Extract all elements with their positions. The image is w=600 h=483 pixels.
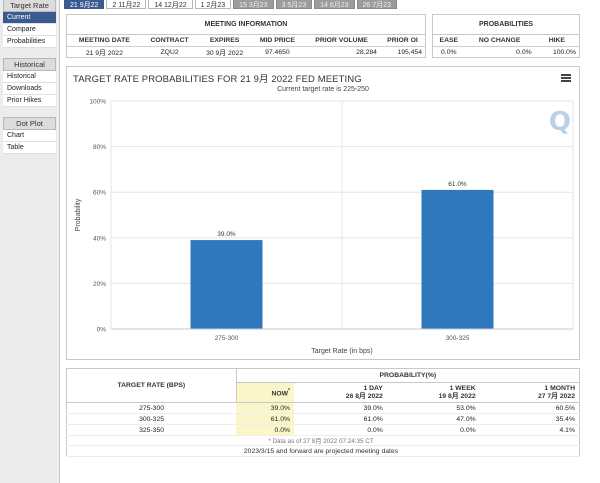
y-axis-title: Probability (75, 198, 82, 231)
sidebar: Target Rate Current Compare Probabilitie… (0, 0, 60, 483)
data-timestamp-note: * Data as of 27 8月 2022 07:24:35 CT (66, 435, 580, 446)
y-tick-label: 80% (93, 144, 106, 151)
target-rate-cell: 325-350 (66, 424, 237, 436)
tab-meeting-date[interactable]: 21 9月22 (64, 0, 105, 9)
table-row: 275-300 39.0% 39.0% 53.0% 60.5% (66, 402, 580, 414)
hamburger-menu-icon[interactable] (561, 74, 571, 82)
probability-header: PROBABILITY(%) (236, 368, 580, 383)
sidebar-item-table[interactable]: Table (3, 142, 56, 154)
target-rate-cell: 300-325 (66, 413, 237, 425)
sidebar-section-dot-plot: Dot Plot (3, 117, 56, 130)
meeting-date-value: 21 9月 2022 (85, 50, 123, 57)
column-header: PRIOR VOLUME (315, 37, 368, 44)
probability-cell: 60.5% (479, 402, 580, 414)
tab-meeting-date[interactable]: 1 2月23 (194, 0, 232, 9)
probability-cell: 4.1% (479, 424, 580, 436)
meeting-information-title: MEETING INFORMATION (66, 14, 426, 35)
x-axis-title: Target Rate (in bps) (311, 348, 372, 355)
tab-meeting-date[interactable]: 3 5月23 (275, 0, 313, 9)
mid-price-value: 97.4650 (265, 48, 290, 56)
tab-meeting-date[interactable]: 2 11月22 (106, 0, 147, 9)
sidebar-item-chart[interactable]: Chart (3, 130, 56, 142)
tab-meeting-date[interactable]: 14 6月23 (314, 0, 355, 9)
bar (190, 240, 263, 329)
quikstrike-logo-icon: Q (548, 107, 571, 137)
column-header: NO CHANGE (478, 37, 521, 44)
y-tick-label: 20% (93, 281, 106, 288)
y-tick-label: 40% (93, 235, 106, 242)
tab-meeting-date[interactable]: 26 7月23 (356, 0, 397, 9)
column-header-1-month: 1 MONTH 27 7月 2022 (479, 382, 580, 403)
column-header: EXPIRES (209, 37, 240, 44)
prior-oi-value: 195,454 (397, 48, 422, 56)
sidebar-section-target-rate: Target Rate (3, 0, 56, 12)
probability-cell: 0.0% (236, 424, 295, 436)
x-tick-label: 300-325 (446, 335, 470, 342)
probability-cell: 61.0% (294, 413, 387, 425)
column-header: MID PRICE (259, 37, 295, 44)
probability-cell: 39.0% (236, 402, 295, 414)
probability-cell: 53.0% (386, 402, 480, 414)
sidebar-item-downloads[interactable]: Downloads (3, 83, 56, 95)
expires-value: 30 9月 2022 (206, 50, 244, 57)
y-tick-label: 100% (89, 99, 106, 106)
table-row: 325-350 0.0% 0.0% 0.0% 4.1% (66, 424, 580, 436)
sidebar-item-compare[interactable]: Compare (3, 24, 56, 36)
probability-cell: 0.0% (294, 424, 387, 436)
ease-value: 0.0% (441, 48, 457, 56)
column-header-1-day: 1 DAY 26 8月 2022 (294, 382, 387, 403)
no-change-value: 0.0% (516, 48, 532, 56)
chart-panel: TARGET RATE PROBABILITIES FOR 21 9月 2022… (66, 66, 580, 360)
meeting-information-table: MEETING INFORMATION MEETING DATE CONTRAC… (66, 14, 426, 58)
chart-title: TARGET RATE PROBABILITIES FOR 21 9月 2022… (73, 74, 362, 85)
table-row: 300-325 61.0% 61.0% 47.0% 35.4% (66, 413, 580, 425)
column-header: EASE (439, 37, 459, 44)
contract-value: ZQU2 (160, 48, 179, 56)
target-rate-header: TARGET RATE (BPS) (66, 368, 237, 403)
sidebar-item-current[interactable]: Current (3, 12, 56, 24)
column-header: HIKE (548, 37, 565, 44)
target-rate-cell: 275-300 (66, 402, 237, 414)
probability-cell: 47.0% (386, 413, 480, 425)
data-label: 39.0% (217, 231, 236, 238)
prior-volume-value: 28,284 (356, 48, 377, 56)
x-tick-label: 275-300 (215, 335, 239, 342)
y-tick-label: 60% (93, 190, 106, 197)
projected-dates-note: 2023/3/15 and forward are projected meet… (66, 445, 580, 457)
probability-cell: 35.4% (479, 413, 580, 425)
column-header: MEETING DATE (78, 37, 130, 44)
bar (421, 189, 494, 329)
sidebar-item-prior-hikes[interactable]: Prior Hikes (3, 95, 56, 107)
target-rate-probability-table: TARGET RATE (BPS) PROBABILITY(%) NOW* 1 … (66, 368, 580, 457)
data-label: 61.0% (448, 181, 467, 188)
tab-meeting-date[interactable]: 15 3月23 (233, 0, 274, 9)
tab-meeting-date[interactable]: 14 12月22 (148, 0, 193, 9)
column-header-now: NOW* (236, 382, 295, 403)
sidebar-item-historical[interactable]: Historical (3, 71, 56, 83)
column-header: CONTRACT (150, 37, 189, 44)
probability-cell: 39.0% (294, 402, 387, 414)
probability-cell: 0.0% (386, 424, 480, 436)
sidebar-item-probabilities[interactable]: Probabilities (3, 36, 56, 48)
probability-bar-chart: 0% 20% 40% 60% 80% 100% 39.0% 275-300 61.0% 300-3… (75, 99, 574, 355)
column-header: PRIOR OI (387, 37, 418, 44)
sidebar-section-historical: Historical (3, 58, 56, 71)
probability-cell: 61.0% (236, 413, 295, 425)
probabilities-title: PROBABILITIES (432, 14, 580, 35)
hike-value: 100.0% (552, 48, 576, 56)
meeting-date-tabs: 21 9月22 2 11月22 14 12月22 1 2月23 15 3月23 … (64, 0, 399, 9)
probabilities-table: PROBABILITIES EASE NO CHANGE HIKE 0.0% 0… (432, 14, 580, 58)
chart-subtitle: Current target rate is 225-250 (277, 86, 369, 93)
y-tick-label: 0% (97, 327, 107, 334)
column-header-1-week: 1 WEEK 19 8月 2022 (386, 382, 480, 403)
